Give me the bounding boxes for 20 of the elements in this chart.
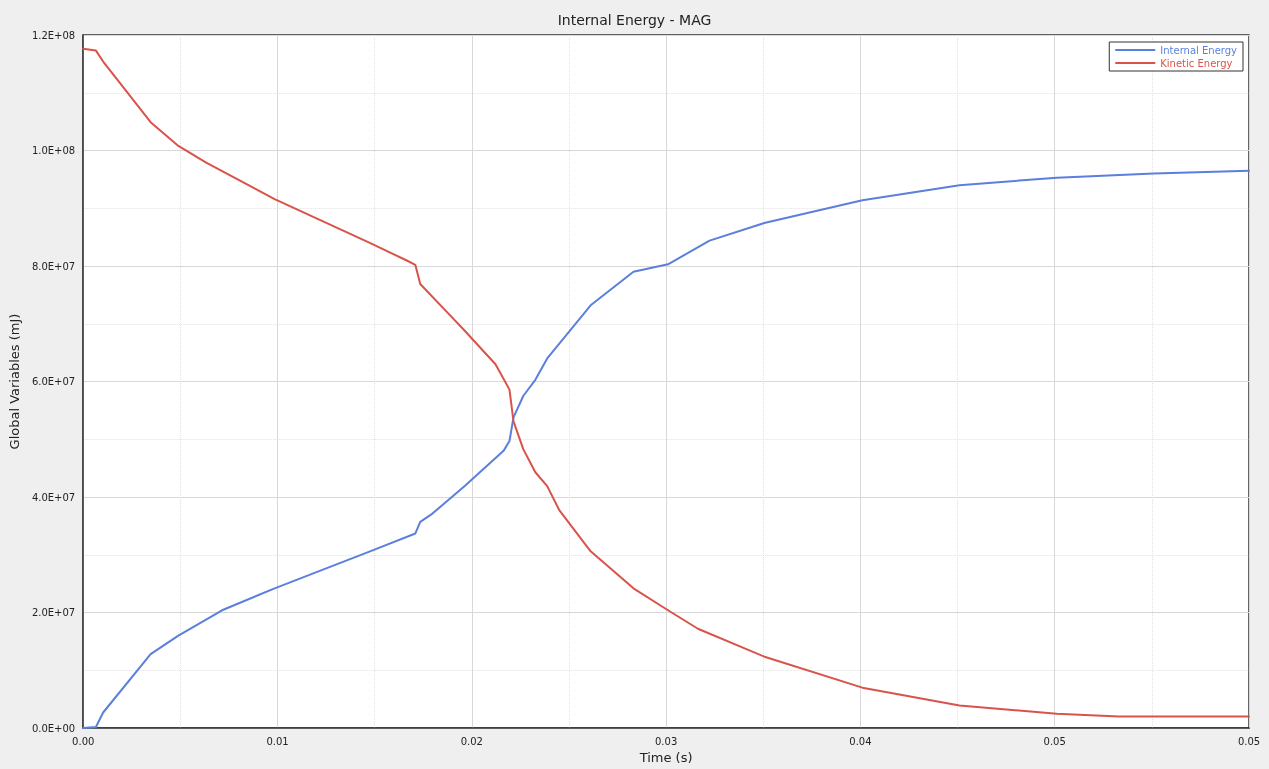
chart-title: Internal Energy - MAG	[557, 12, 712, 28]
y-tick-label: 0.0E+00	[31, 722, 76, 734]
y-tick-label: 8.0E+07	[31, 260, 76, 272]
y-tick-label: 2.0E+07	[31, 607, 76, 619]
x-tick-label: 0.00	[72, 735, 95, 747]
x-tick-label: 0.04	[849, 735, 872, 747]
x-tick-label: 0.05	[1237, 735, 1261, 747]
x-tick-label: 0.01	[266, 735, 289, 747]
x-tick-label: 0.02	[460, 735, 483, 747]
x-tick-label: 0.03	[654, 735, 678, 747]
y-tick-label: 6.0E+07	[31, 376, 76, 388]
y-tick-label: 1.0E+08	[31, 145, 76, 157]
line-series	[82, 47, 1250, 718]
y-tick-label: 4.0E+07	[31, 491, 76, 503]
legend-label: Internal Energy	[1160, 44, 1238, 56]
y-tick-label: 1.2E+08	[31, 29, 76, 41]
x-axis-title: Time (s)	[638, 750, 693, 765]
y-axis-title: Global Variables (mJ)	[7, 313, 22, 450]
legend-label: Kinetic Energy	[1160, 57, 1233, 69]
x-tick-label: 0.05	[1043, 735, 1066, 747]
